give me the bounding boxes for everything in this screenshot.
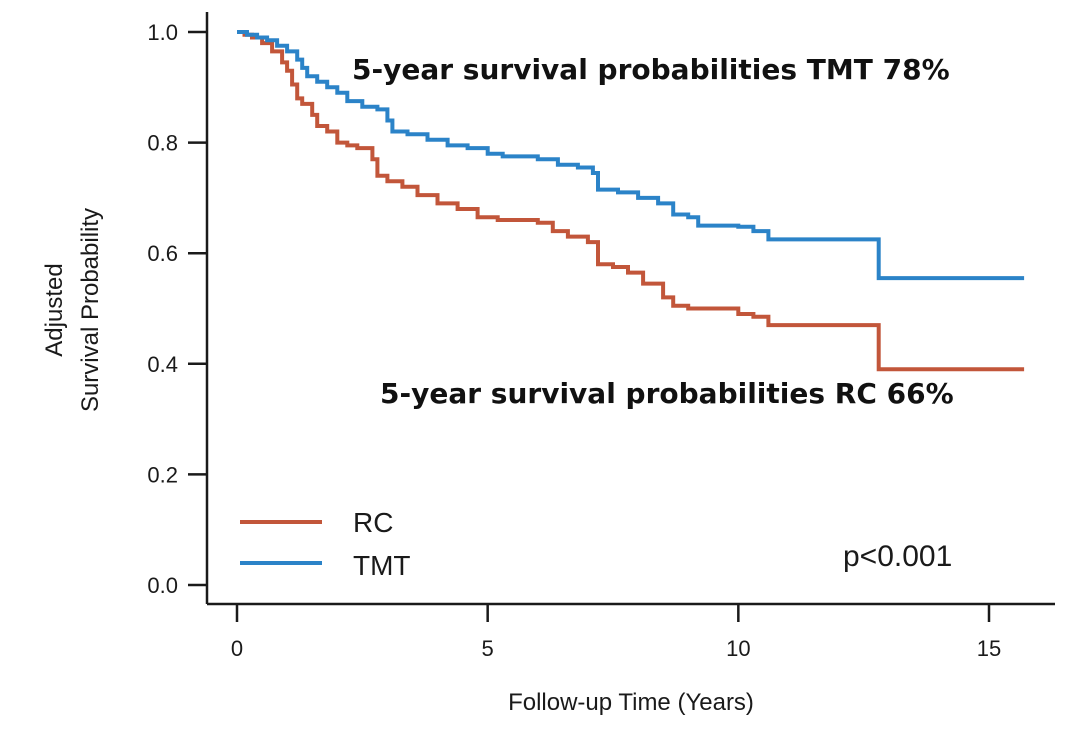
- y-tick-label: 0.2: [147, 462, 178, 487]
- series-line-rc: [237, 30, 1025, 372]
- x-tick-label: 15: [977, 636, 1001, 661]
- annotation-rc-survival: 5-year survival probabilities RC 66%: [380, 377, 954, 410]
- y-axis-title-line-2: Survival Probability: [77, 208, 104, 412]
- y-tick-label: 0.4: [147, 352, 178, 377]
- axes: [205, 12, 1055, 606]
- y-tick-label: 0.0: [147, 573, 178, 598]
- x-tick-label: 10: [726, 636, 750, 661]
- y-tick-label: 0.6: [147, 241, 178, 266]
- p-value-annotation: p<0.001: [843, 540, 952, 573]
- y-axis-title-line-1: Adjusted: [41, 263, 68, 356]
- x-axis-title: Follow-up Time (Years): [508, 689, 754, 716]
- y-axis-title: Adjusted Survival Probability: [41, 208, 104, 412]
- series-layer: [237, 30, 1025, 372]
- x-tick-label: 0: [231, 636, 243, 661]
- legend: RC TMT: [240, 507, 411, 581]
- legend-label-rc: RC: [353, 507, 393, 538]
- annotation-tmt-survival: 5-year survival probabilities TMT 78%: [352, 53, 950, 86]
- series-line-tmt: [237, 30, 1025, 281]
- y-ticks: 0.0 0.2 0.4 0.6 0.8 1.0: [147, 20, 207, 598]
- x-tick-label: 5: [482, 636, 494, 661]
- x-ticks: 0 5 10 15: [231, 604, 1001, 661]
- legend-label-tmt: TMT: [353, 550, 411, 581]
- y-tick-label: 0.8: [147, 131, 178, 156]
- y-tick-label: 1.0: [147, 20, 178, 45]
